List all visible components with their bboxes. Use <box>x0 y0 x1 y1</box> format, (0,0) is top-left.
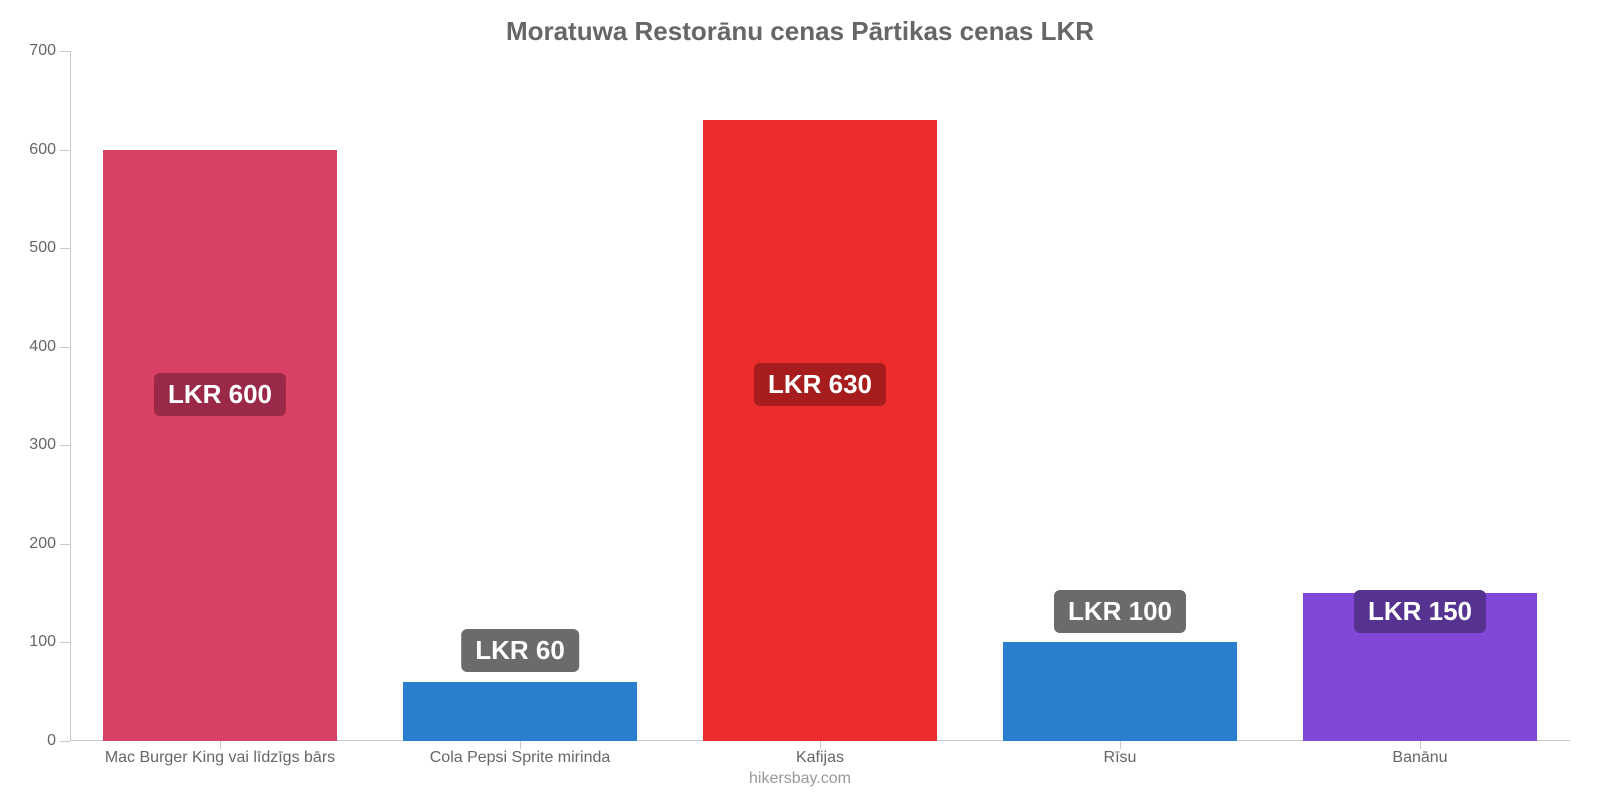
x-tick <box>1120 741 1121 749</box>
price-chart: Moratuwa Restorānu cenas Pārtikas cenas … <box>0 0 1600 800</box>
bar <box>103 150 337 741</box>
bar-slot: Cola Pepsi Sprite mirindaLKR 60 <box>370 51 670 741</box>
x-tick <box>520 741 521 749</box>
y-tick-label: 500 <box>29 239 56 257</box>
y-tick-label: 700 <box>29 42 56 60</box>
x-tick <box>820 741 821 749</box>
x-category-label: Rīsu <box>970 749 1270 767</box>
y-tick-label: 100 <box>29 633 56 651</box>
value-badge: LKR 630 <box>754 363 886 406</box>
y-tick <box>60 51 70 52</box>
value-badge: LKR 60 <box>461 629 579 672</box>
y-tick <box>60 347 70 348</box>
y-tick-label: 200 <box>29 535 56 553</box>
value-badge: LKR 600 <box>154 373 286 416</box>
x-tick <box>1420 741 1421 749</box>
bar <box>1003 642 1237 741</box>
bar-slot: KafijasLKR 630 <box>670 51 970 741</box>
value-badge: LKR 100 <box>1054 590 1186 633</box>
x-category-label: Cola Pepsi Sprite mirinda <box>370 749 670 767</box>
plot-area: Mac Burger King vai līdzīgs bārsLKR 600C… <box>70 51 1570 741</box>
x-tick <box>220 741 221 749</box>
chart-title: Moratuwa Restorānu cenas Pārtikas cenas … <box>20 16 1580 47</box>
bar-slot: BanānuLKR 150 <box>1270 51 1570 741</box>
y-tick <box>60 544 70 545</box>
y-tick-label: 0 <box>47 732 56 750</box>
y-tick <box>60 642 70 643</box>
bar <box>703 120 937 741</box>
y-tick-label: 600 <box>29 141 56 159</box>
y-tick-label: 400 <box>29 338 56 356</box>
bar <box>403 682 637 741</box>
bar-slot: Mac Burger King vai līdzīgs bārsLKR 600 <box>70 51 370 741</box>
y-tick <box>60 150 70 151</box>
bars-container: Mac Burger King vai līdzīgs bārsLKR 600C… <box>70 51 1570 741</box>
attribution-text: hikersbay.com <box>0 770 1600 788</box>
value-badge: LKR 150 <box>1354 590 1486 633</box>
x-category-label: Mac Burger King vai līdzīgs bārs <box>70 749 370 767</box>
y-tick <box>60 741 70 742</box>
x-category-label: Banānu <box>1270 749 1570 767</box>
y-tick-label: 300 <box>29 436 56 454</box>
y-tick <box>60 248 70 249</box>
bar-slot: RīsuLKR 100 <box>970 51 1270 741</box>
y-tick <box>60 445 70 446</box>
x-category-label: Kafijas <box>670 749 970 767</box>
